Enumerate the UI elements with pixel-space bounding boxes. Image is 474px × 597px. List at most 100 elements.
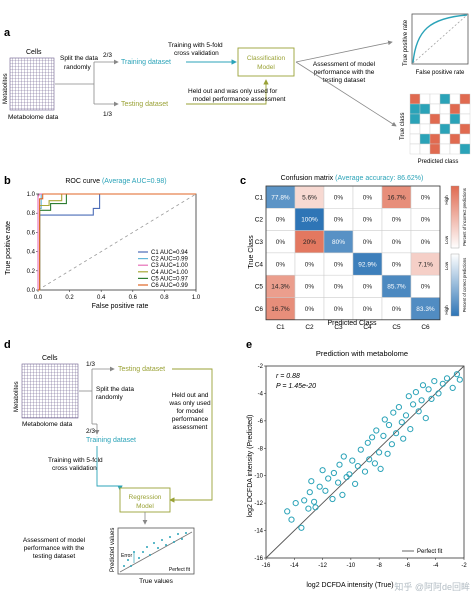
scatter-point bbox=[316, 483, 323, 490]
cm-icon-cell bbox=[419, 133, 431, 145]
training-dataset-d: Training dataset bbox=[86, 437, 136, 444]
cm-icon-cell bbox=[409, 133, 421, 145]
cm-icon-cell bbox=[419, 93, 431, 105]
panel-a: a Cells Metabolites Metabolome data Spli… bbox=[3, 13, 471, 165]
heldout-label-a1: Held out and was only used for bbox=[188, 88, 278, 95]
cm-cell-value: 16.7% bbox=[387, 194, 406, 201]
regression-icon-perfect: Perfect fit bbox=[169, 567, 191, 573]
scatter-xtick-label: -6 bbox=[405, 563, 411, 569]
cv-label-a1: Training with 5-fold bbox=[168, 42, 223, 49]
model-label-a2: Model bbox=[257, 64, 275, 71]
metabolome-label-d: Metabolome data bbox=[22, 421, 73, 428]
cm-cell-value: 0% bbox=[363, 217, 373, 224]
cm-title-highlight: (Average accuracy: 86.62%) bbox=[335, 175, 423, 182]
scatter-ytick-label: -2 bbox=[258, 364, 264, 370]
scatter-point bbox=[393, 430, 400, 437]
cm-col-label: C2 bbox=[305, 324, 314, 331]
scatter-axes-frame bbox=[265, 365, 465, 559]
cm-title: Confusion matrix (Average accuracy: 86.6… bbox=[281, 175, 424, 182]
confusion-matrix: 77.8% 5.6% 0% 0% 16.7% 0% 0% 100% 0% 0% 0% 0% 0% 20% 8… bbox=[255, 185, 441, 331]
scatter-point bbox=[428, 395, 435, 402]
scatter-point bbox=[330, 469, 337, 477]
scatter-xtick-label: -4 bbox=[433, 563, 439, 569]
scatter-point bbox=[322, 487, 329, 494]
cm-icon-cell bbox=[449, 143, 461, 155]
scatter-point bbox=[364, 439, 371, 446]
scatter-point bbox=[340, 453, 347, 460]
cm-cell-value: 16.7% bbox=[271, 306, 290, 313]
roc-xtick-label: 0.2 bbox=[65, 295, 74, 301]
classification-model-box bbox=[237, 47, 295, 77]
cm-cell-value: 0% bbox=[392, 306, 402, 313]
cm-icon-cell bbox=[459, 113, 471, 125]
scatter-xlabel: log2 DCFDA intensity (True) bbox=[306, 582, 393, 589]
panel-letter-d: d bbox=[4, 339, 11, 351]
roc-title: ROC curve (Average AUC=0.98) bbox=[65, 178, 166, 185]
scatter-point bbox=[335, 479, 342, 486]
frac-train-d: 2/3 bbox=[86, 428, 95, 435]
scatter-point bbox=[357, 446, 364, 453]
roc-icon-xlabel: False positive rate bbox=[416, 70, 465, 76]
regression-icon-point bbox=[142, 551, 144, 553]
scatter-point bbox=[422, 415, 429, 422]
colorbar-top-label: Percent of incorrect predictions bbox=[462, 188, 467, 246]
cm-cell-value: 0% bbox=[392, 217, 402, 224]
cv-label-d1: Training with 5-fold bbox=[48, 457, 103, 464]
cm-frame bbox=[265, 185, 441, 321]
cm-cell-value: 20% bbox=[303, 239, 316, 246]
cm-icon-cell bbox=[409, 93, 421, 105]
scatter-p: P = 1.45e-20 bbox=[276, 383, 316, 390]
cm-icon-cell bbox=[419, 143, 431, 155]
scatter-xtick-label: -8 bbox=[376, 563, 382, 569]
cm-icon-cell bbox=[429, 133, 441, 145]
cv-label-a2: cross validation bbox=[174, 50, 219, 57]
cm-icon-cell bbox=[439, 103, 451, 115]
metabolome-label: Metabolome data bbox=[8, 114, 59, 121]
roc-icon-curve bbox=[412, 14, 468, 64]
scatter-point bbox=[456, 376, 463, 383]
cm-icon-cell bbox=[439, 93, 451, 105]
scatter-point bbox=[354, 463, 361, 470]
cm-icon-cell bbox=[449, 93, 461, 105]
regression-model-box bbox=[119, 487, 171, 513]
regression-icon-point bbox=[123, 565, 125, 567]
scatter-point bbox=[405, 393, 412, 400]
panel-d: d Cells Metabolites Metabolome data 1/3 … bbox=[4, 339, 213, 585]
scatter-point bbox=[298, 524, 305, 531]
regression-icon-error-label: Error bbox=[121, 553, 132, 559]
regression-icon-point bbox=[173, 541, 175, 543]
scatter-legend-label: Perfect fit bbox=[417, 549, 443, 555]
colorbar-high-top: High bbox=[444, 195, 449, 205]
cm-cell-value: 0% bbox=[363, 284, 373, 291]
scatter-point bbox=[402, 412, 410, 419]
assess-label-a1: Assessment of model bbox=[313, 61, 376, 68]
cm-cell-value: 100% bbox=[301, 217, 318, 224]
scatter-point bbox=[407, 426, 414, 433]
cm-icon-cell bbox=[439, 123, 451, 135]
roc-icon-ylabel: True positive rate bbox=[403, 19, 409, 66]
d-testing-to-model bbox=[169, 368, 213, 503]
scatter-point bbox=[352, 480, 359, 487]
cm-icon-cell bbox=[449, 133, 461, 145]
roc-xtick-label: 0.8 bbox=[160, 295, 169, 301]
cm-cell-value: 0% bbox=[363, 194, 373, 201]
heldout-label-d1: Held out and bbox=[172, 392, 209, 399]
cm-title-prefix: Confusion matrix bbox=[281, 175, 334, 182]
cm-cell-value: 5.6% bbox=[302, 194, 317, 201]
cm-icon-cell bbox=[429, 123, 441, 135]
metabolites-label: Metabolites bbox=[3, 73, 9, 104]
scatter-xtick-label: -10 bbox=[347, 563, 356, 569]
cm-icon-cell bbox=[439, 143, 451, 155]
panel-letter-e: e bbox=[246, 339, 252, 351]
scatter-ytick-label: -4 bbox=[258, 391, 264, 397]
roc-legend-label: C1 AUC=0.94 bbox=[151, 250, 189, 256]
cm-row-label: C6 bbox=[255, 306, 264, 313]
colorbar-low-top: Low bbox=[444, 235, 449, 244]
scatter-point bbox=[410, 401, 417, 408]
regression-icon-point bbox=[146, 546, 148, 548]
heldout-label-a2: model performance assessment bbox=[193, 96, 286, 103]
training-dataset-a: Training dataset bbox=[121, 59, 171, 66]
testing-dataset-d: Testing dataset bbox=[118, 366, 165, 373]
heldout-label-d5: assessment bbox=[173, 424, 208, 431]
scatter-point bbox=[398, 419, 405, 426]
